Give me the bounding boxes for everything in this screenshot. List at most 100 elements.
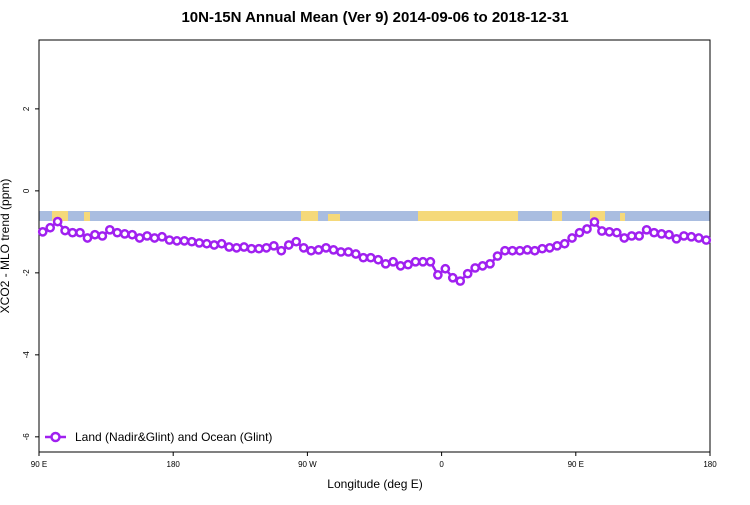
- data-point: [276, 245, 287, 256]
- data-point: [306, 245, 316, 256]
- data-point: [515, 245, 525, 256]
- data-point: [447, 272, 458, 283]
- data-point: [462, 268, 473, 279]
- data-point: [485, 258, 495, 269]
- data-point: [388, 256, 398, 267]
- data-point: [395, 261, 406, 271]
- data-point: [611, 227, 622, 238]
- data-point: [157, 231, 167, 242]
- data-point: [403, 259, 413, 270]
- data-point: [201, 238, 212, 249]
- data-point: [216, 238, 227, 249]
- x-tick-label: 180: [167, 460, 181, 469]
- data-point: [343, 247, 354, 257]
- data-point: [649, 227, 659, 238]
- data-point: [119, 229, 130, 239]
- y-axis-label: XCO2 - MLO trend (ppm): [0, 179, 12, 314]
- data-point: [679, 231, 689, 241]
- data-point: [127, 229, 138, 240]
- data-point: [291, 236, 302, 247]
- data-point: [373, 254, 384, 265]
- data-point: [522, 245, 533, 255]
- map-strip: [39, 211, 710, 221]
- y-tick-label: -6: [22, 433, 31, 441]
- x-axis-label: Longitude (deg E): [327, 477, 422, 491]
- data-point: [552, 240, 563, 251]
- data-point: [529, 245, 540, 256]
- legend-label: Land (Nadir&Glint) and Ocean (Glint): [75, 430, 272, 444]
- data-point: [701, 235, 712, 245]
- x-tick-label: 0: [439, 460, 444, 469]
- data-point: [328, 245, 339, 255]
- data-point: [231, 242, 242, 253]
- data-point: [582, 224, 592, 234]
- data-point: [544, 242, 555, 253]
- data-point: [313, 245, 324, 255]
- data-point: [134, 233, 145, 243]
- x-tick-label: 90 W: [298, 460, 317, 469]
- data-point: [149, 233, 160, 243]
- data-point: [104, 224, 115, 235]
- data-point: [321, 242, 331, 253]
- data-point: [358, 252, 369, 263]
- data-point: [425, 256, 436, 267]
- data-point: [418, 256, 428, 267]
- data-point: [365, 252, 376, 263]
- data-point: [604, 227, 615, 237]
- data-point: [283, 240, 294, 250]
- data-point: [664, 229, 674, 240]
- data-point: [626, 231, 637, 241]
- data-point: [179, 236, 190, 246]
- y-tick-label: 2: [22, 106, 31, 111]
- data-point: [619, 233, 630, 243]
- data-point: [433, 270, 443, 280]
- data-point: [254, 243, 264, 254]
- data-point: [97, 231, 108, 241]
- data-point: [269, 240, 279, 251]
- data-point: [470, 263, 480, 273]
- data-point: [574, 227, 585, 238]
- data-point: [246, 243, 257, 254]
- data-point: [455, 276, 466, 286]
- data-point: [60, 225, 70, 236]
- legend-marker: [50, 431, 61, 443]
- data-point: [142, 231, 152, 241]
- data-point: [194, 238, 205, 248]
- y-tick-label: 0: [22, 188, 31, 193]
- data-point: [172, 236, 182, 246]
- data-point: [634, 231, 645, 241]
- data-point: [440, 263, 451, 274]
- y-tick-label: -4: [22, 351, 31, 359]
- data-point: [45, 222, 56, 233]
- data-point: [351, 249, 361, 259]
- data-point: [82, 233, 93, 243]
- data-point: [507, 245, 518, 256]
- chart-title: 10N-15N Annual Mean (Ver 9) 2014-09-06 t…: [181, 9, 568, 26]
- x-tick-label: 90 E: [31, 460, 47, 469]
- data-point: [410, 256, 421, 267]
- data-point: [686, 231, 697, 242]
- y-tick-label: -2: [22, 269, 31, 277]
- data-point: [641, 224, 652, 235]
- data-point: [537, 243, 548, 254]
- data-point: [559, 238, 570, 249]
- data-point: [261, 242, 272, 253]
- data-point: [209, 240, 220, 250]
- data-point: [336, 247, 346, 257]
- data-point: [500, 245, 510, 256]
- x-tick-label: 90 E: [568, 460, 584, 469]
- data-point: [90, 229, 100, 240]
- data-point: [380, 258, 391, 269]
- data-point: [186, 236, 197, 247]
- x-tick-label: 180: [703, 460, 717, 469]
- data-point: [239, 242, 249, 252]
- data-point: [67, 227, 78, 238]
- data-point: [693, 233, 704, 243]
- data-point: [224, 242, 234, 252]
- data-point: [567, 233, 577, 243]
- data-point: [52, 216, 63, 227]
- data-point: [589, 217, 600, 227]
- plot-frame: [38, 39, 711, 453]
- data-point: [37, 227, 48, 237]
